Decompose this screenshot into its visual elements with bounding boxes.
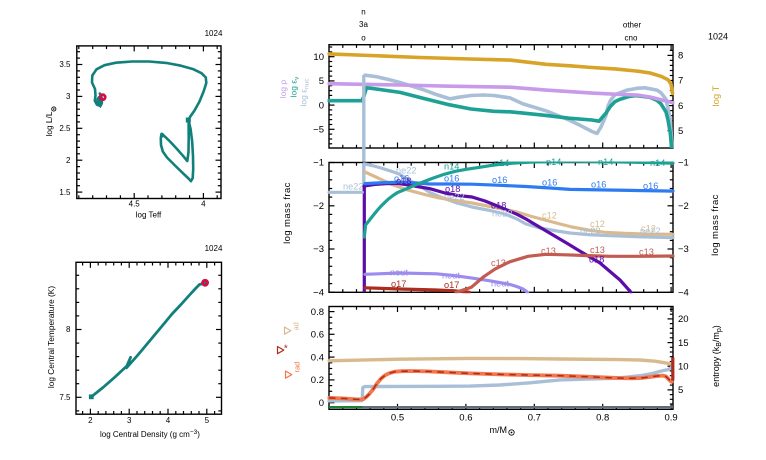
- svg-text:log Teff: log Teff: [136, 211, 162, 220]
- svg-text:0.9: 0.9: [664, 413, 677, 424]
- svg-text:4: 4: [201, 200, 206, 209]
- svg-text:c12: c12: [590, 219, 605, 229]
- svg-text:log mass frac: log mass frac: [710, 194, 721, 256]
- svg-text:c13: c13: [590, 245, 605, 255]
- svg-text:neut: neut: [491, 279, 509, 289]
- svg-text:2: 2: [88, 416, 93, 425]
- svg-text:c13: c13: [639, 247, 654, 257]
- svg-text:*: *: [284, 344, 288, 355]
- svg-text:n: n: [361, 8, 365, 17]
- svg-text:neut: neut: [390, 268, 408, 278]
- svg-text:n14: n14: [598, 157, 613, 167]
- svg-text:ne22: ne22: [640, 226, 660, 236]
- svg-text:n14: n14: [494, 158, 509, 168]
- svg-text:o17: o17: [391, 279, 406, 289]
- svg-text:3.5: 3.5: [59, 60, 71, 69]
- svg-text:−4: −4: [313, 288, 324, 299]
- svg-text:m/M: m/M: [490, 425, 508, 435]
- svg-text:log T: log T: [711, 85, 722, 106]
- svg-text:2: 2: [66, 156, 71, 165]
- svg-text:7.5: 7.5: [59, 393, 71, 402]
- svg-text:neut: neut: [442, 271, 460, 281]
- svg-text:5: 5: [678, 385, 683, 396]
- svg-text:1024: 1024: [708, 32, 728, 42]
- svg-text:n14: n14: [546, 157, 561, 167]
- svg-text:0.2: 0.2: [311, 375, 324, 386]
- svg-text:−1: −1: [313, 158, 324, 169]
- svg-text:−3: −3: [678, 244, 689, 255]
- svg-text:o16: o16: [591, 180, 606, 190]
- svg-text:4: 4: [166, 416, 171, 425]
- svg-text:0.5: 0.5: [391, 413, 404, 424]
- svg-text:10: 10: [678, 361, 689, 372]
- svg-text:log Central Density (g cm−3): log Central Density (g cm−3): [100, 429, 200, 439]
- svg-text:rad: rad: [293, 362, 302, 373]
- svg-text:3a: 3a: [359, 20, 368, 29]
- svg-text:ne22: ne22: [343, 182, 363, 192]
- svg-text:0.8: 0.8: [596, 413, 609, 424]
- svg-text:n14: n14: [650, 158, 665, 168]
- svg-text:7: 7: [678, 76, 683, 87]
- svg-text:4.5: 4.5: [129, 200, 141, 209]
- svg-text:10: 10: [313, 52, 324, 63]
- svg-text:ne22: ne22: [396, 165, 416, 175]
- svg-text:c13: c13: [491, 258, 506, 268]
- svg-text:−4: −4: [678, 288, 689, 299]
- svg-text:o16: o16: [542, 178, 557, 188]
- svg-text:cno: cno: [625, 34, 638, 43]
- svg-text:o16: o16: [643, 181, 658, 191]
- svg-text:ad: ad: [292, 322, 301, 330]
- svg-text:log εν: log εν: [289, 77, 301, 98]
- svg-text:n14: n14: [444, 162, 459, 172]
- svg-text:0.6: 0.6: [459, 413, 472, 424]
- svg-text:c12: c12: [641, 224, 656, 234]
- svg-text:ne22: ne22: [492, 209, 512, 219]
- svg-text:entropy (kB/mp): entropy (kB/mp): [711, 325, 723, 387]
- svg-text:o18: o18: [491, 201, 506, 211]
- svg-text:log L/L: log L/L: [44, 111, 54, 136]
- svg-text:−2: −2: [678, 201, 689, 212]
- svg-text:6: 6: [678, 101, 683, 112]
- svg-text:−5: −5: [313, 125, 324, 136]
- svg-text:5: 5: [678, 126, 683, 137]
- svg-text:ne22: ne22: [444, 192, 464, 202]
- svg-text:0: 0: [319, 398, 324, 409]
- svg-text:−1: −1: [678, 158, 689, 169]
- svg-text:0.6: 0.6: [311, 330, 324, 341]
- svg-text:8: 8: [678, 51, 683, 62]
- svg-text:log mass frac: log mass frac: [282, 182, 293, 244]
- svg-text:0: 0: [319, 100, 324, 111]
- svg-text:20: 20: [678, 314, 689, 325]
- svg-text:1024: 1024: [205, 29, 223, 38]
- svg-text:0.8: 0.8: [311, 307, 324, 318]
- svg-text:log εnuc: log εnuc: [298, 78, 310, 107]
- svg-text:15: 15: [678, 338, 689, 349]
- svg-text:log Central Temperature (K): log Central Temperature (K): [46, 286, 56, 388]
- svg-text:ne22: ne22: [580, 226, 600, 236]
- svg-text:o: o: [361, 34, 366, 43]
- svg-text:−3: −3: [313, 244, 324, 255]
- svg-text:o16: o16: [444, 174, 459, 184]
- svg-text:c12: c12: [542, 211, 557, 221]
- svg-text:1.5: 1.5: [59, 188, 71, 197]
- svg-text:0.4: 0.4: [311, 352, 324, 363]
- svg-text:0.7: 0.7: [528, 413, 541, 424]
- svg-text:other: other: [623, 21, 642, 30]
- svg-text:o16: o16: [492, 175, 507, 185]
- svg-text:5: 5: [319, 76, 324, 87]
- svg-text:c13: c13: [541, 246, 556, 256]
- svg-text:−2: −2: [313, 201, 324, 212]
- svg-text:3: 3: [127, 416, 132, 425]
- svg-text:3: 3: [66, 92, 71, 101]
- svg-text:o18: o18: [445, 184, 460, 194]
- svg-text:o18: o18: [589, 255, 604, 265]
- svg-text:1024: 1024: [205, 244, 223, 253]
- svg-text:o17: o17: [444, 280, 459, 290]
- svg-text:2.5: 2.5: [59, 124, 71, 133]
- svg-text:8: 8: [66, 325, 71, 334]
- svg-text:o16: o16: [394, 174, 409, 184]
- svg-text:log ρ: log ρ: [278, 80, 288, 99]
- svg-text:o18: o18: [396, 176, 411, 186]
- svg-text:5: 5: [205, 416, 210, 425]
